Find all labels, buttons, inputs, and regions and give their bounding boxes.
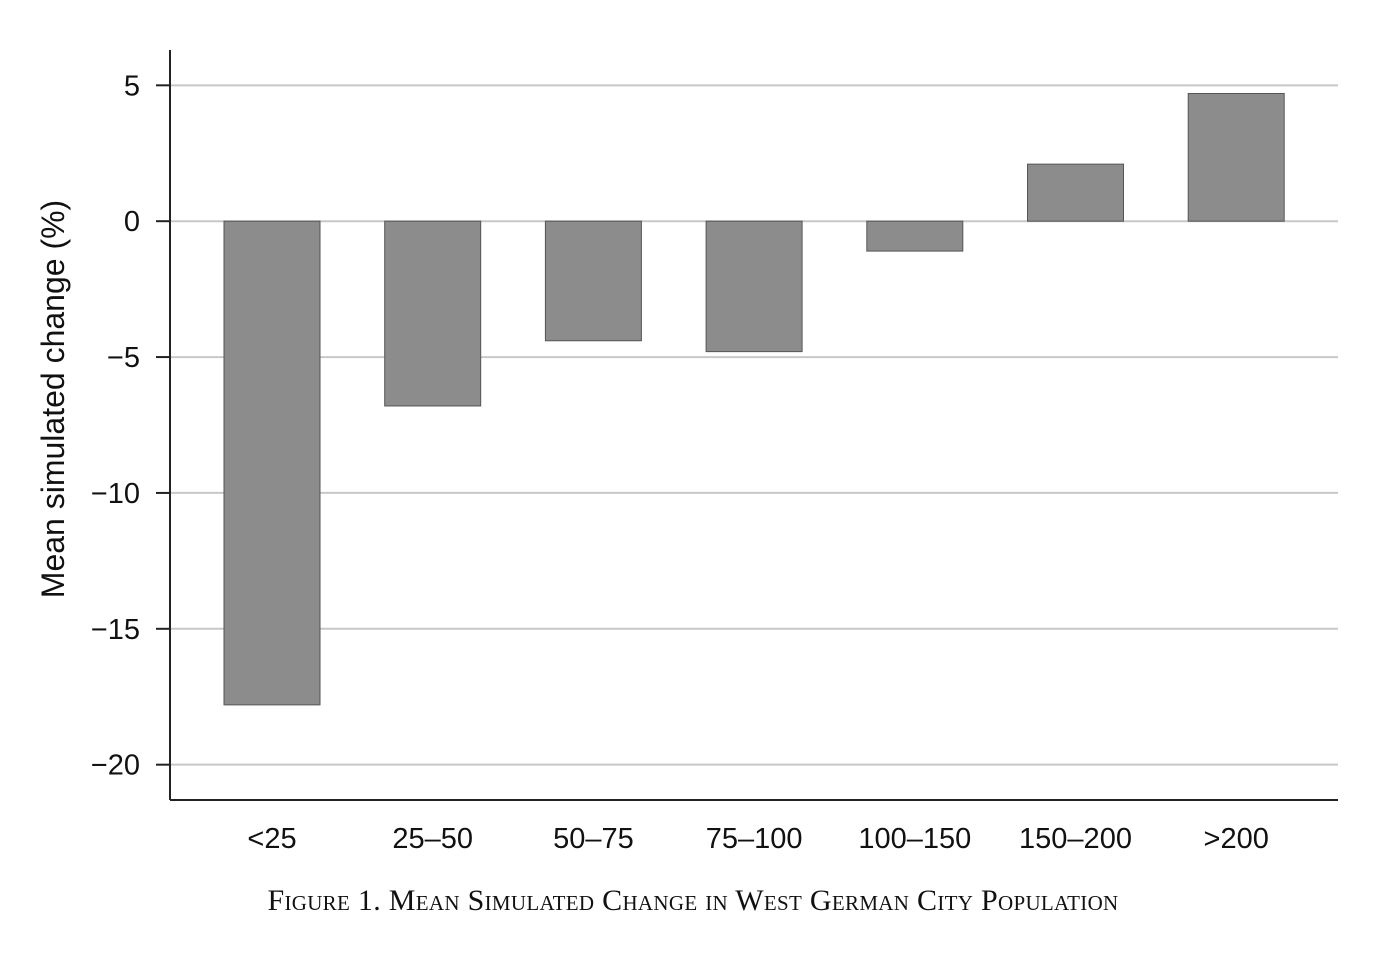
y-tick-label: −15: [91, 614, 140, 646]
y-tick-label: −5: [107, 342, 140, 374]
bars: [223, 92, 1285, 706]
bar: [705, 220, 803, 353]
y-tick-label: −10: [91, 478, 140, 510]
x-tick-labels: <25 25–50 50–75 75–100 100–150 150–200 >200: [247, 823, 1268, 855]
gridlines: [170, 84, 1338, 766]
y-tick-label: 5: [124, 70, 140, 102]
x-tick-label: <25: [247, 823, 296, 855]
x-tick-label: 25–50: [392, 823, 473, 855]
y-tick-labels: 5 0 −5 −10 −15 −20: [91, 70, 170, 782]
y-tick-label: −20: [91, 750, 140, 782]
bar: [223, 220, 321, 706]
bar: [866, 220, 964, 252]
x-tick-label: >200: [1204, 823, 1269, 855]
figure-caption: Figure 1. Mean Simulated Change in West …: [267, 884, 1119, 917]
bar: [544, 220, 642, 342]
y-tick-label: 0: [124, 206, 140, 238]
axes: [169, 50, 1338, 801]
x-tick-label: 150–200: [1019, 823, 1132, 855]
x-tick-label: 50–75: [553, 823, 634, 855]
bar: [1187, 92, 1285, 222]
x-tick-label: 100–150: [858, 823, 971, 855]
bar: [384, 220, 482, 407]
x-tick-label: 75–100: [706, 823, 803, 855]
y-axis-label: Mean simulated change (%): [35, 200, 71, 598]
bar: [1027, 163, 1124, 222]
